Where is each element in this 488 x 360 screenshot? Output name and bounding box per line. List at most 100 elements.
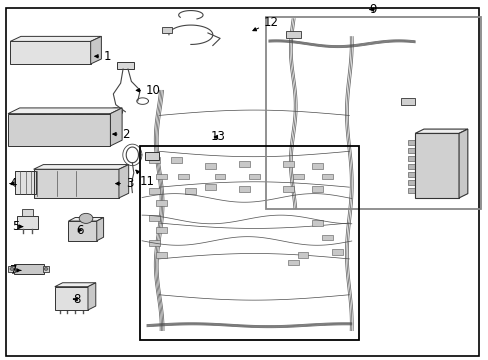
Bar <box>149 240 159 246</box>
Polygon shape <box>119 165 128 198</box>
Bar <box>21 209 33 216</box>
Bar <box>214 174 225 179</box>
Bar <box>149 188 159 194</box>
Bar <box>312 186 323 192</box>
Bar <box>407 148 418 153</box>
Bar <box>14 264 43 274</box>
Bar <box>161 27 172 33</box>
Bar <box>292 174 303 179</box>
Bar <box>74 114 82 121</box>
Bar <box>17 216 38 229</box>
Bar <box>37 125 46 131</box>
Bar <box>42 266 49 272</box>
Polygon shape <box>458 129 467 198</box>
Bar <box>287 260 298 265</box>
Bar <box>86 125 95 131</box>
Bar <box>117 62 134 69</box>
Bar <box>312 220 323 226</box>
Bar <box>49 114 58 121</box>
Text: 7: 7 <box>10 264 20 277</box>
Bar <box>204 163 215 168</box>
Polygon shape <box>97 217 103 241</box>
Polygon shape <box>55 283 96 287</box>
Bar <box>25 114 34 121</box>
Bar <box>407 188 418 193</box>
Bar <box>61 125 70 131</box>
Bar <box>149 215 159 221</box>
Polygon shape <box>10 41 90 64</box>
Bar <box>156 252 166 258</box>
Polygon shape <box>55 287 88 310</box>
Polygon shape <box>34 165 128 169</box>
Polygon shape <box>110 108 122 146</box>
Polygon shape <box>90 36 101 64</box>
Bar <box>74 125 82 131</box>
Bar <box>400 98 414 105</box>
Bar <box>49 134 58 141</box>
Bar <box>140 146 358 339</box>
Text: 11: 11 <box>136 170 154 188</box>
Bar <box>15 171 36 194</box>
Bar <box>178 174 188 179</box>
Bar <box>25 125 34 131</box>
Bar <box>248 174 259 179</box>
Text: 3: 3 <box>116 177 133 190</box>
Bar <box>322 234 332 240</box>
Text: 5: 5 <box>12 220 22 233</box>
Circle shape <box>79 213 93 224</box>
Polygon shape <box>8 114 110 146</box>
Bar <box>98 134 107 141</box>
Bar <box>407 156 418 161</box>
Text: 1: 1 <box>95 50 111 63</box>
Bar <box>331 249 342 255</box>
Bar <box>61 134 70 141</box>
Bar <box>407 140 418 145</box>
Bar <box>407 164 418 169</box>
Bar <box>49 125 58 131</box>
Bar <box>149 157 159 163</box>
Bar <box>407 180 418 185</box>
Bar <box>156 174 166 179</box>
Bar <box>25 134 34 141</box>
Bar <box>86 134 95 141</box>
Text: 6: 6 <box>76 224 83 237</box>
Bar <box>8 266 15 272</box>
Text: 10: 10 <box>136 84 161 97</box>
Bar <box>156 227 166 233</box>
Bar <box>285 31 300 39</box>
Polygon shape <box>414 129 467 134</box>
Bar <box>13 125 21 131</box>
Bar <box>170 157 181 163</box>
Polygon shape <box>34 169 119 198</box>
Bar <box>61 114 70 121</box>
Polygon shape <box>68 217 103 221</box>
Bar <box>86 114 95 121</box>
Bar <box>185 188 196 194</box>
Bar <box>407 172 418 177</box>
Circle shape <box>44 267 48 270</box>
Text: 12: 12 <box>252 16 279 31</box>
Text: 8: 8 <box>73 293 80 306</box>
Bar <box>13 134 21 141</box>
Polygon shape <box>8 108 122 114</box>
Bar <box>239 186 249 192</box>
Text: 13: 13 <box>210 130 225 144</box>
Text: 9: 9 <box>368 3 376 16</box>
Polygon shape <box>68 221 97 241</box>
Polygon shape <box>10 36 101 41</box>
Bar <box>74 134 82 141</box>
Bar <box>266 17 480 209</box>
Bar <box>204 184 215 190</box>
Bar <box>98 114 107 121</box>
Bar <box>322 174 332 179</box>
Bar <box>156 201 166 206</box>
Bar <box>283 186 293 192</box>
Bar <box>37 134 46 141</box>
Bar <box>239 161 249 167</box>
Bar <box>13 114 21 121</box>
Bar <box>297 252 308 258</box>
Circle shape <box>10 267 14 270</box>
Text: 2: 2 <box>113 127 130 141</box>
Bar <box>144 152 159 160</box>
Bar <box>283 161 293 167</box>
